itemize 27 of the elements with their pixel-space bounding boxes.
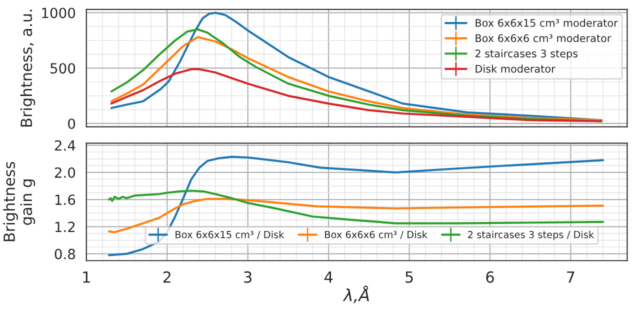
x-axis-title: λ,Å bbox=[342, 286, 369, 304]
x-tick-label: 5 bbox=[406, 272, 413, 283]
x-tick-label: 7 bbox=[567, 272, 574, 283]
line-series bbox=[108, 190, 604, 224]
legend-label: Box 6x6x15 cm³ / Disk bbox=[176, 230, 284, 240]
legend-label: 2 staircases 3 steps bbox=[475, 49, 578, 60]
x-tick-label: 2 bbox=[163, 271, 170, 283]
y-tick-label: 1000 bbox=[42, 8, 76, 18]
y-tick-label: 2.0 bbox=[54, 167, 76, 178]
x-tick-label: 1 bbox=[83, 272, 90, 283]
line-series bbox=[108, 156, 604, 256]
x-tick-label: 3 bbox=[244, 271, 252, 283]
y-axis-title: Brightness, a.u. bbox=[20, 10, 36, 127]
y-tick-label: 0 bbox=[68, 118, 76, 129]
legend-label: Box 6x6x15 cm³ moderator bbox=[476, 18, 618, 27]
y-tick-label: 2.4 bbox=[54, 140, 76, 151]
y-tick-label: 1.2 bbox=[55, 222, 75, 232]
legend-label: Disk moderator bbox=[476, 64, 556, 73]
x-tick-label: 6 bbox=[486, 271, 494, 283]
legend-label: Box 6x6x6 cm³ moderator bbox=[476, 34, 612, 42]
y-axis-title: Brightness gain g bbox=[3, 162, 36, 242]
legend-label: Box 6x6x6 cm³ / Disk bbox=[325, 230, 428, 240]
x-tick-label: 4 bbox=[324, 272, 333, 283]
legend-label: 2 staircases 3 steps / Disk bbox=[468, 230, 594, 240]
y-tick-label: 500 bbox=[50, 63, 76, 74]
y-tick-label: 0.8 bbox=[54, 248, 76, 260]
y-tick-label: 1.6 bbox=[55, 194, 76, 206]
